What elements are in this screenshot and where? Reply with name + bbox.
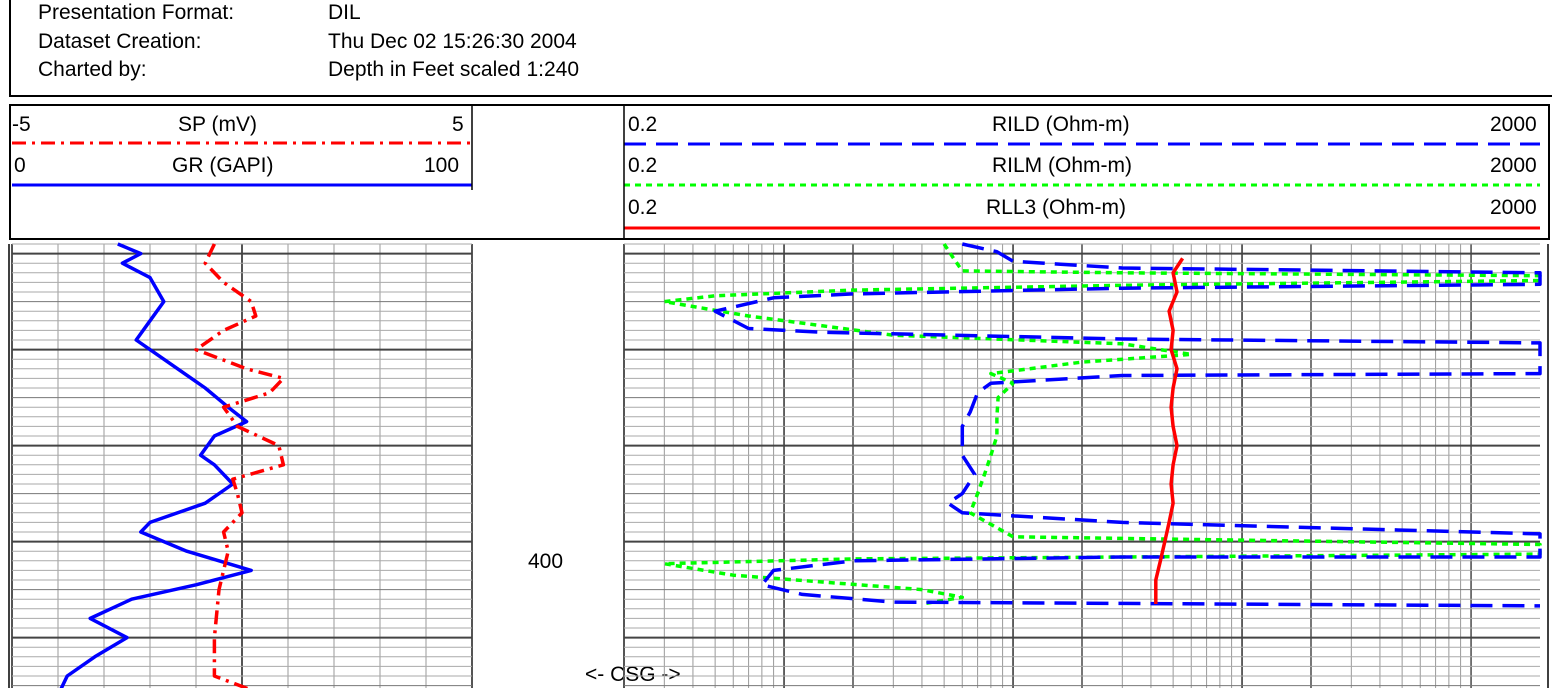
rilm-name-label: RILM (Ohm-m)	[992, 154, 1132, 177]
header-label-format: Presentation Format:	[38, 1, 235, 24]
rll3-max-label: 2000	[1490, 196, 1537, 219]
gr-curve	[59, 242, 253, 688]
sp-curve	[194, 243, 286, 688]
rll3-name-label: RLL3 (Ohm-m)	[986, 196, 1127, 219]
header-value-charted: Depth in Feet scaled 1:240	[328, 58, 579, 81]
depth-label: 400	[528, 550, 564, 573]
rild-max-label: 2000	[1490, 113, 1537, 136]
rild-name-label: RILD (Ohm-m)	[992, 113, 1130, 136]
gr-min-label: 0	[14, 154, 26, 177]
gr-max-label: 100	[424, 154, 460, 177]
sp-name-label: SP (mV)	[178, 113, 257, 136]
rll3-min-label: 0.2	[628, 196, 658, 219]
rild-curve	[713, 242, 1542, 608]
legend-panel	[9, 104, 1550, 240]
header-label-creation: Dataset Creation:	[38, 30, 202, 53]
rilm-min-label: 0.2	[628, 154, 658, 177]
sp-max-label: 5	[452, 113, 464, 136]
header-value-creation: Thu Dec 02 15:26:30 2004	[328, 30, 577, 53]
rilm-curve	[662, 243, 1542, 606]
gr-name-label: GR (GAPI)	[172, 154, 274, 177]
header-label-charted: Charted by:	[38, 58, 147, 81]
csg-annotation: <- CSG ->	[585, 663, 681, 686]
sp-min-label: -5	[12, 113, 31, 136]
rild-min-label: 0.2	[628, 113, 658, 136]
rll3-curve	[1154, 257, 1185, 604]
rilm-max-label: 2000	[1490, 154, 1537, 177]
header-value-format: DIL	[328, 1, 361, 24]
header-panel	[9, 0, 1552, 97]
